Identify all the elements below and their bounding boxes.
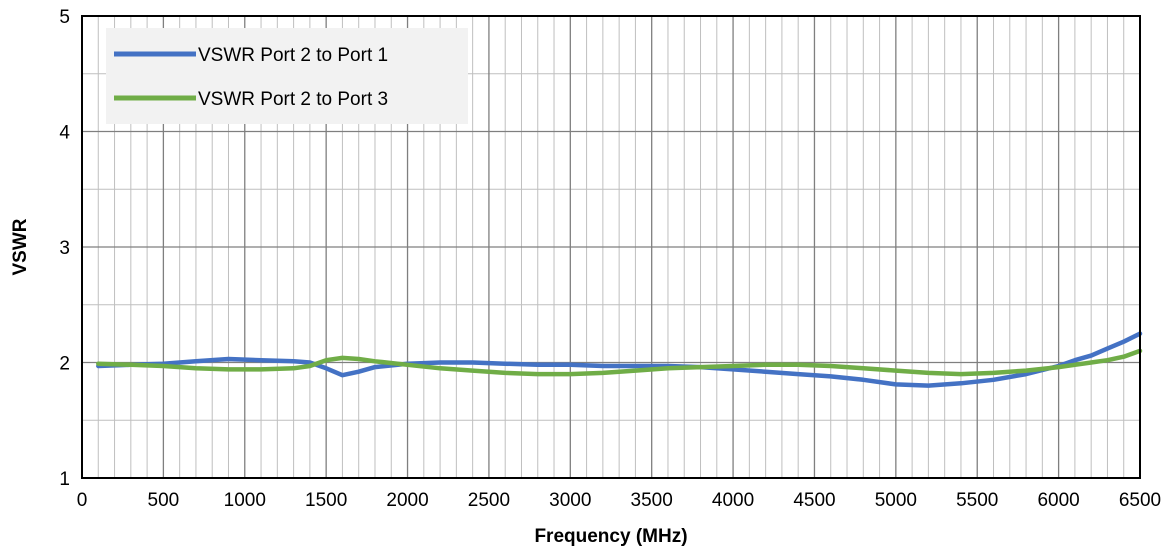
- legend-background: [106, 28, 468, 124]
- x-tick-label: 2000: [386, 490, 428, 511]
- y-tick-label: 2: [59, 354, 70, 375]
- x-axis-title: Frequency (MHz): [534, 526, 687, 547]
- x-tick-label: 5000: [875, 490, 917, 511]
- x-tick-label: 1500: [305, 490, 347, 511]
- x-tick-label: 3000: [549, 490, 591, 511]
- x-tick-label: 6000: [1037, 490, 1079, 511]
- x-tick-label: 4500: [793, 490, 835, 511]
- x-tick-label: 6500: [1119, 490, 1161, 511]
- x-tick-label: 0: [77, 490, 88, 511]
- y-tick-label: 3: [59, 238, 70, 259]
- series-line-2: [96, 348, 1143, 377]
- x-axis-tick-labels: 0 500 1000 1500 2000 2500 3000 3500 4000 4500 5000…: [77, 490, 1161, 511]
- y-axis-title: VSWR: [10, 218, 31, 275]
- y-tick-label: 5: [59, 7, 70, 28]
- y-tick-label: 4: [59, 123, 70, 144]
- x-tick-label: 4000: [712, 490, 754, 511]
- y-axis-tick-labels: 1 2 3 4 5: [59, 7, 70, 490]
- y-tick-label: 1: [59, 469, 70, 490]
- x-tick-label: 5500: [956, 490, 998, 511]
- legend: VSWR Port 2 to Port 1 VSWR Port 2 to Por…: [106, 28, 468, 124]
- legend-label-port2-to-port3: VSWR Port 2 to Port 3: [198, 89, 388, 110]
- plot-area-border: [81, 15, 1141, 479]
- x-tick-label: 2500: [468, 490, 510, 511]
- x-tick-label: 1000: [224, 490, 266, 511]
- legend-label-port2-to-port1: VSWR Port 2 to Port 1: [198, 45, 388, 66]
- series-layer: [96, 331, 1143, 388]
- x-tick-label: 3500: [631, 490, 673, 511]
- x-tick-label: 500: [148, 490, 180, 511]
- series-line-1: [96, 331, 1143, 388]
